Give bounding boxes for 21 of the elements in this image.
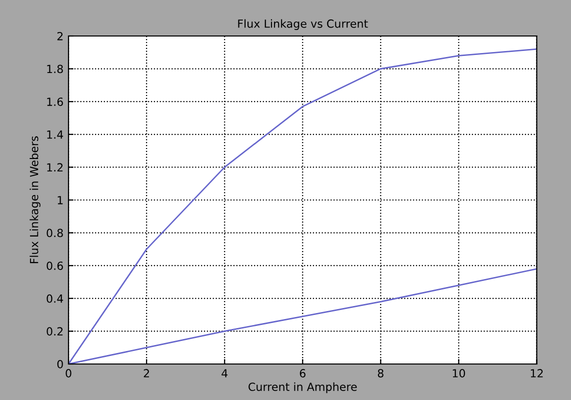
y-tick-label: 0.4 [46,294,64,303]
chart-title: Flux Linkage vs Current [238,19,368,30]
y-tick-label: 1.8 [47,64,63,74]
x-tick-label: 4 [222,369,228,378]
x-tick-label: 8 [378,369,384,378]
y-tick-label: 1 [58,196,63,204]
y-axis-title: Flux Linkage in Webers [30,136,40,264]
x-tick-label: 12 [530,369,543,378]
y-tick-label: 1.6 [47,98,63,106]
y-tick-label: 0.8 [46,228,63,238]
y-tick-label: 2 [57,32,63,40]
y-tick-label: 0.6 [46,262,63,270]
y-tick-label: 1.4 [47,130,64,139]
x-axis-title: Current in Amphere [248,382,357,394]
y-tick-label: 0 [57,360,63,368]
x-tick-label: 10 [452,369,466,378]
x-tick-label: 0 [66,369,72,378]
x-tick-label: 2 [144,369,149,378]
y-tick-label: 0.2 [46,327,63,336]
x-tick-label: 6 [300,369,306,378]
y-tick-label: 1.2 [47,163,63,172]
